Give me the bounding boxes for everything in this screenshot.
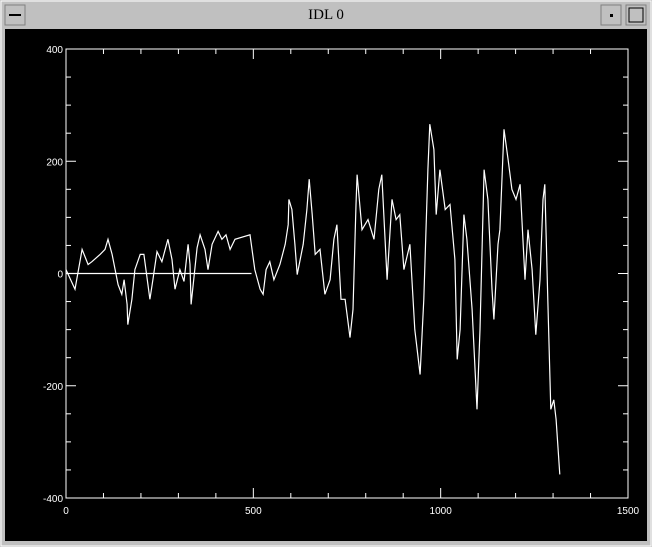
- y-tick-label: 200: [46, 157, 63, 168]
- y-tick-label: 0: [57, 270, 63, 281]
- x-tick-label: 0: [63, 506, 69, 517]
- y-tick-label: -200: [43, 382, 63, 393]
- x-tick-label: 1500: [617, 506, 640, 517]
- y-tick-label: 400: [46, 45, 63, 56]
- x-tick-label: 1000: [430, 506, 453, 517]
- maximize-icon: [628, 7, 644, 23]
- x-tick-label: 500: [245, 506, 262, 517]
- minimize-icon: [610, 14, 613, 17]
- window-title: IDL 0: [308, 7, 344, 23]
- data-line: [65, 124, 561, 475]
- plot-background: [5, 29, 647, 541]
- maximize-button[interactable]: [625, 4, 647, 26]
- y-tick-label: -400: [43, 494, 63, 505]
